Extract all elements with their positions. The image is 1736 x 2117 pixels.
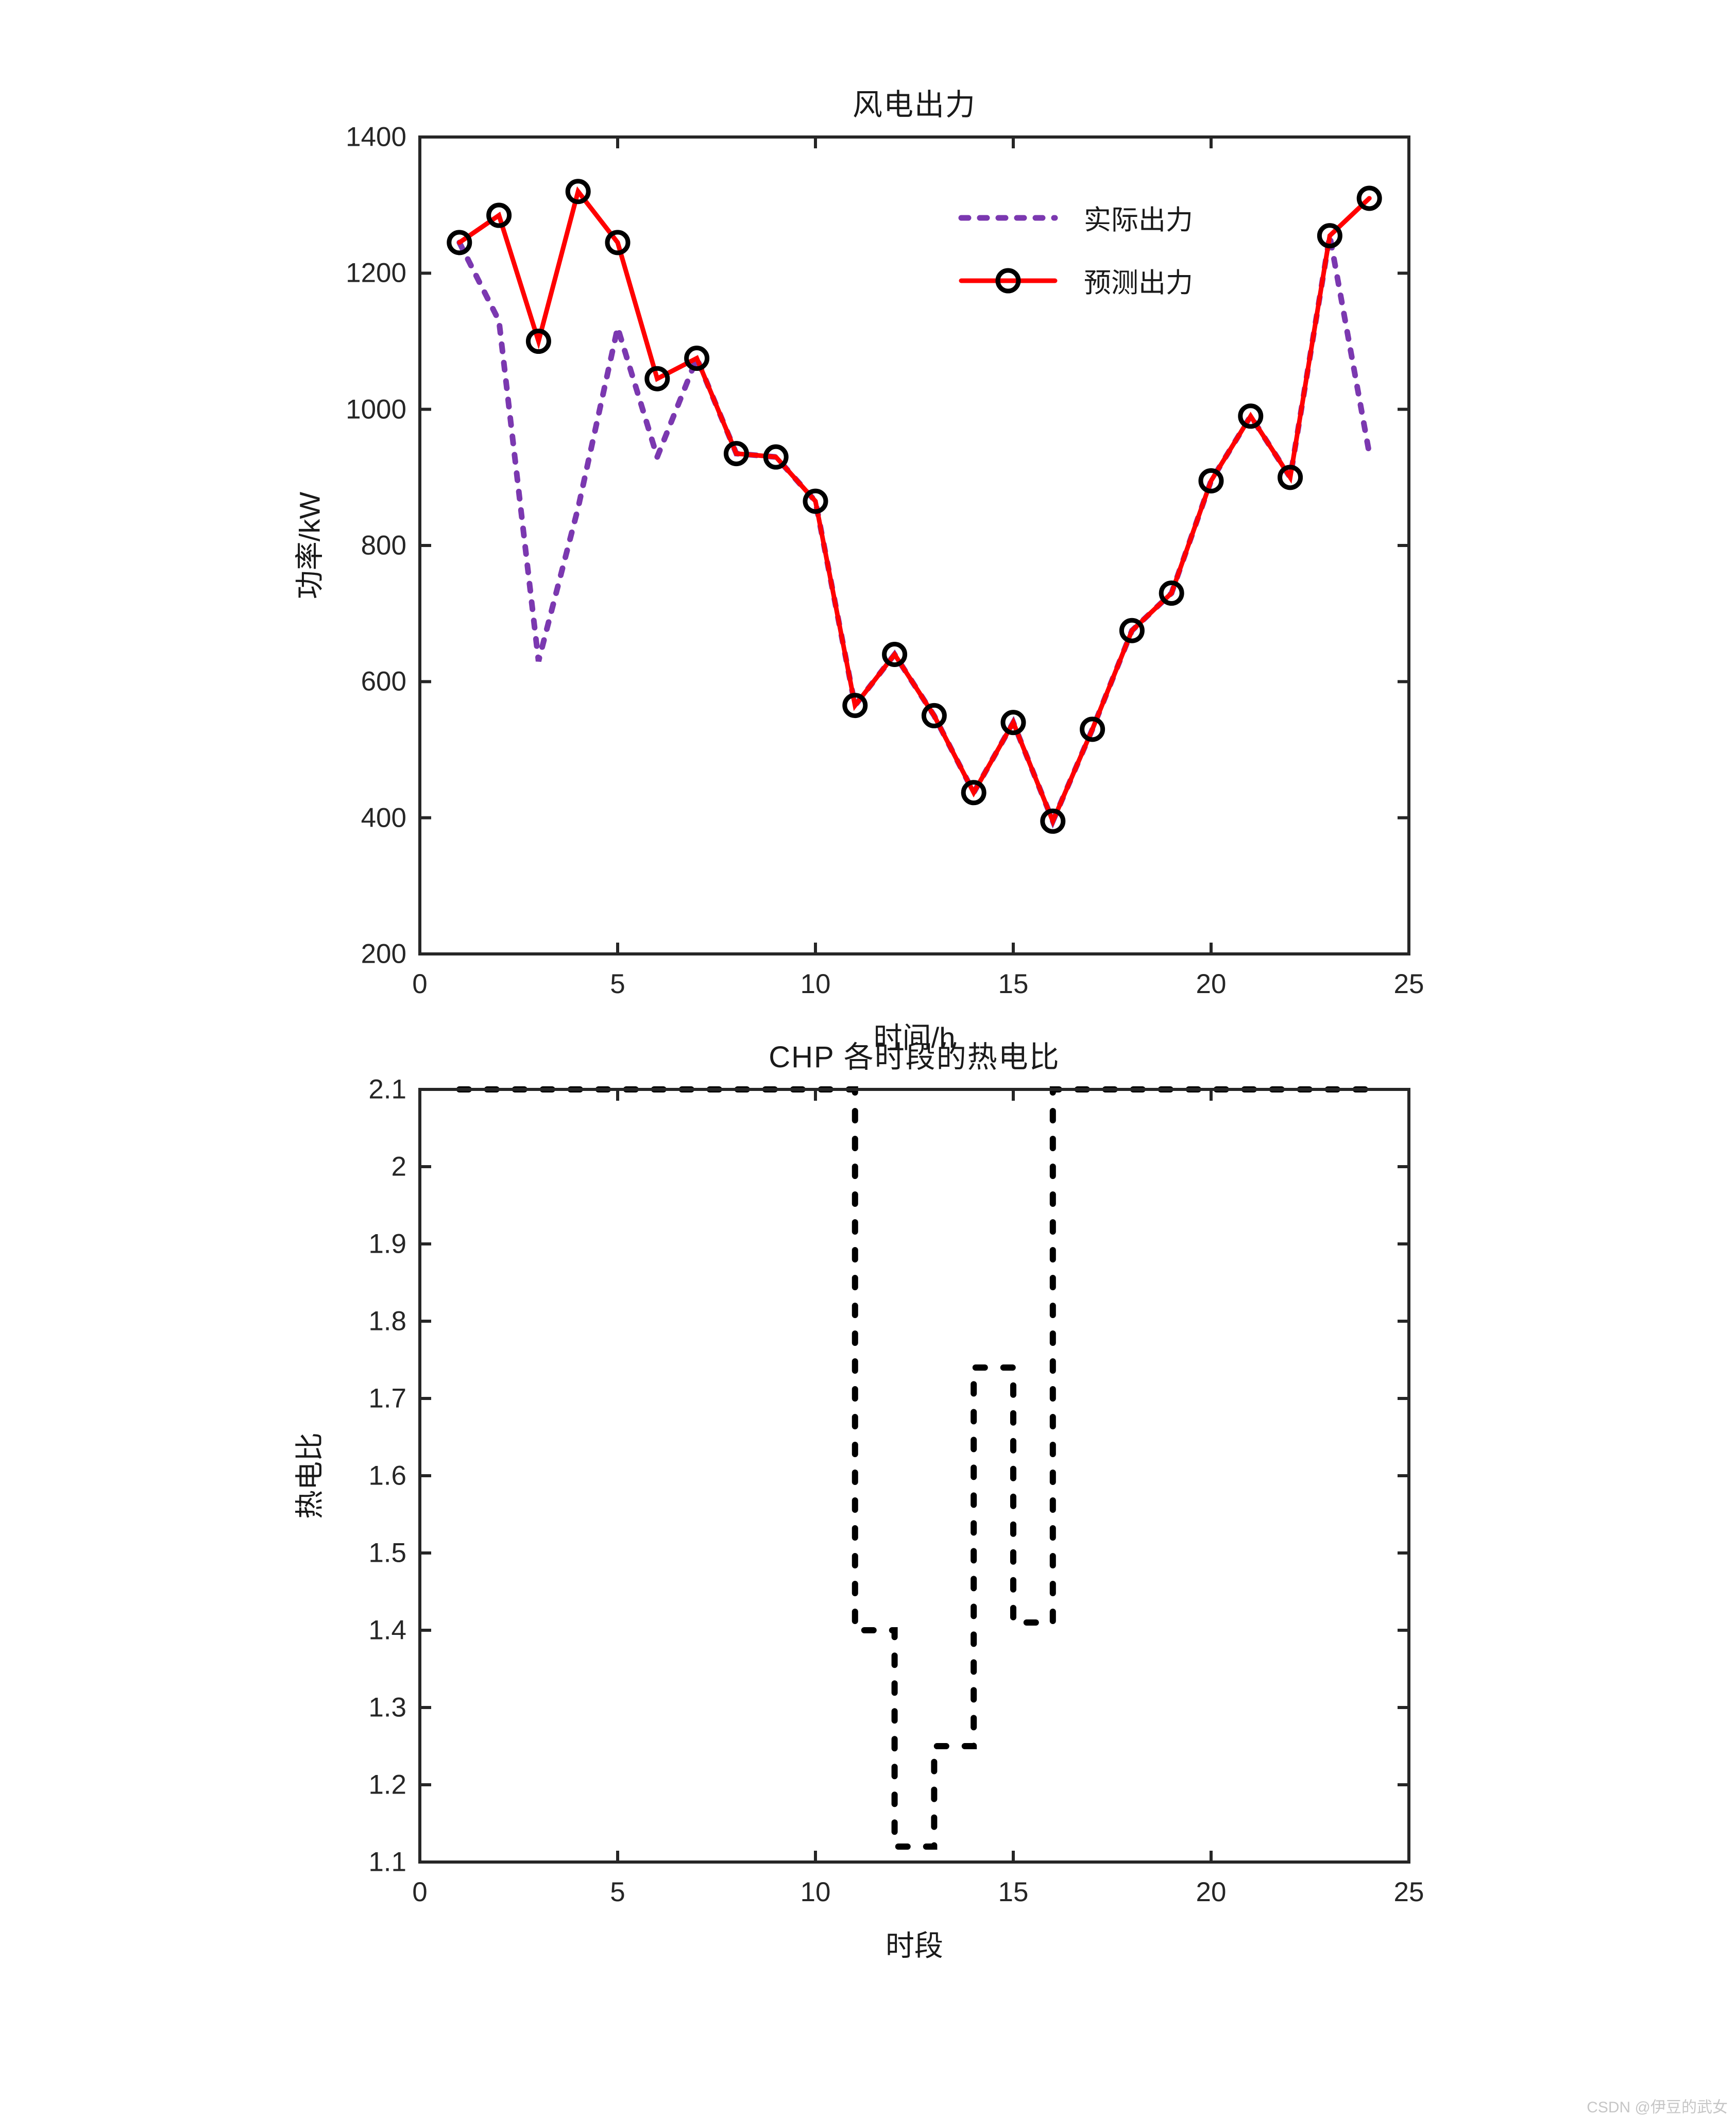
x-tick-label: 15	[998, 969, 1029, 999]
y-tick-label: 1.2	[368, 1769, 406, 1800]
x-tick-label: 20	[1196, 969, 1227, 999]
x-tick-label: 5	[610, 969, 625, 999]
data-point-marker	[565, 179, 591, 204]
data-point-marker	[684, 346, 710, 371]
y-tick-label: 2.1	[368, 1074, 406, 1105]
x-tick-label: 15	[998, 1877, 1029, 1907]
data-point-marker	[1198, 468, 1224, 493]
y-tick-label: 2	[391, 1151, 406, 1182]
data-point-marker	[1040, 808, 1066, 834]
data-point-marker	[1000, 710, 1026, 736]
y-tick-label: 600	[361, 666, 406, 697]
y-tick-label: 1.1	[368, 1847, 406, 1877]
y-tick-label: 1000	[346, 394, 406, 425]
data-point-marker	[1080, 716, 1105, 742]
legend-item-actual: 实际出力	[958, 186, 1193, 249]
chart-title: CHP 各时段的热电比	[769, 1040, 1060, 1074]
data-point-marker	[525, 329, 551, 354]
data-point-marker	[803, 488, 828, 514]
x-tick-label: 0	[412, 969, 428, 999]
x-tick-label: 10	[800, 969, 831, 999]
legend-label-forecast: 预测出力	[1084, 268, 1193, 298]
y-tick-label: 1.7	[368, 1383, 406, 1414]
watermark: CSDN @伊豆的武女	[1587, 2099, 1728, 2116]
x-axis-label: 时间/h	[873, 1021, 956, 1054]
y-tick-label: 800	[361, 530, 406, 561]
line-circle-marker-swatch	[959, 268, 1058, 294]
data-point-marker	[486, 202, 512, 228]
y-tick-label: 1.9	[368, 1228, 406, 1259]
data-point-marker	[882, 641, 908, 667]
data-point-marker	[921, 703, 947, 728]
y-tick-label: 1.6	[368, 1460, 406, 1491]
series-热电比	[456, 1086, 1373, 1850]
x-tick-label: 5	[610, 1877, 625, 1907]
y-tick-label: 200	[361, 938, 406, 969]
y-tick-label: 1.8	[368, 1306, 406, 1337]
y-tick-label: 1200	[346, 258, 406, 288]
data-point-marker	[723, 441, 749, 467]
y-tick-label: 400	[361, 803, 406, 833]
data-point-marker	[1159, 581, 1184, 606]
y-tick-label: 1.4	[368, 1615, 406, 1646]
data-point-marker	[1119, 618, 1145, 643]
data-point-marker	[1238, 403, 1264, 429]
y-axis-label: 热电比	[293, 1432, 326, 1519]
legend-label-actual: 实际出力	[1084, 205, 1193, 235]
data-point-marker	[763, 444, 789, 470]
x-tick-label: 20	[1196, 1877, 1227, 1907]
plot-area	[418, 1086, 1410, 1864]
legend-item-forecast: 预测出力	[959, 249, 1193, 312]
x-axis-label: 时段	[886, 1930, 943, 1962]
dashed-line-swatch	[958, 215, 1058, 221]
data-point-marker	[961, 780, 986, 806]
x-tick-label: 0	[412, 1877, 428, 1907]
data-point-marker	[447, 230, 472, 255]
legend: 实际出力 预测出力	[958, 186, 1193, 312]
data-point-marker	[644, 366, 670, 391]
data-point-marker	[1356, 185, 1382, 211]
x-tick-label: 25	[1393, 1877, 1424, 1907]
y-tick-label: 1.3	[368, 1692, 406, 1723]
data-point-marker	[1278, 465, 1303, 490]
x-tick-label: 25	[1393, 969, 1424, 999]
y-tick-label: 1400	[346, 122, 406, 152]
y-tick-label: 1.5	[368, 1538, 406, 1568]
data-point-marker	[605, 230, 631, 255]
chart-title: 风电出力	[852, 88, 977, 122]
plot-area	[418, 135, 1410, 955]
data-point-marker	[842, 693, 868, 719]
x-tick-label: 10	[800, 1877, 831, 1907]
data-point-marker	[1317, 223, 1342, 249]
